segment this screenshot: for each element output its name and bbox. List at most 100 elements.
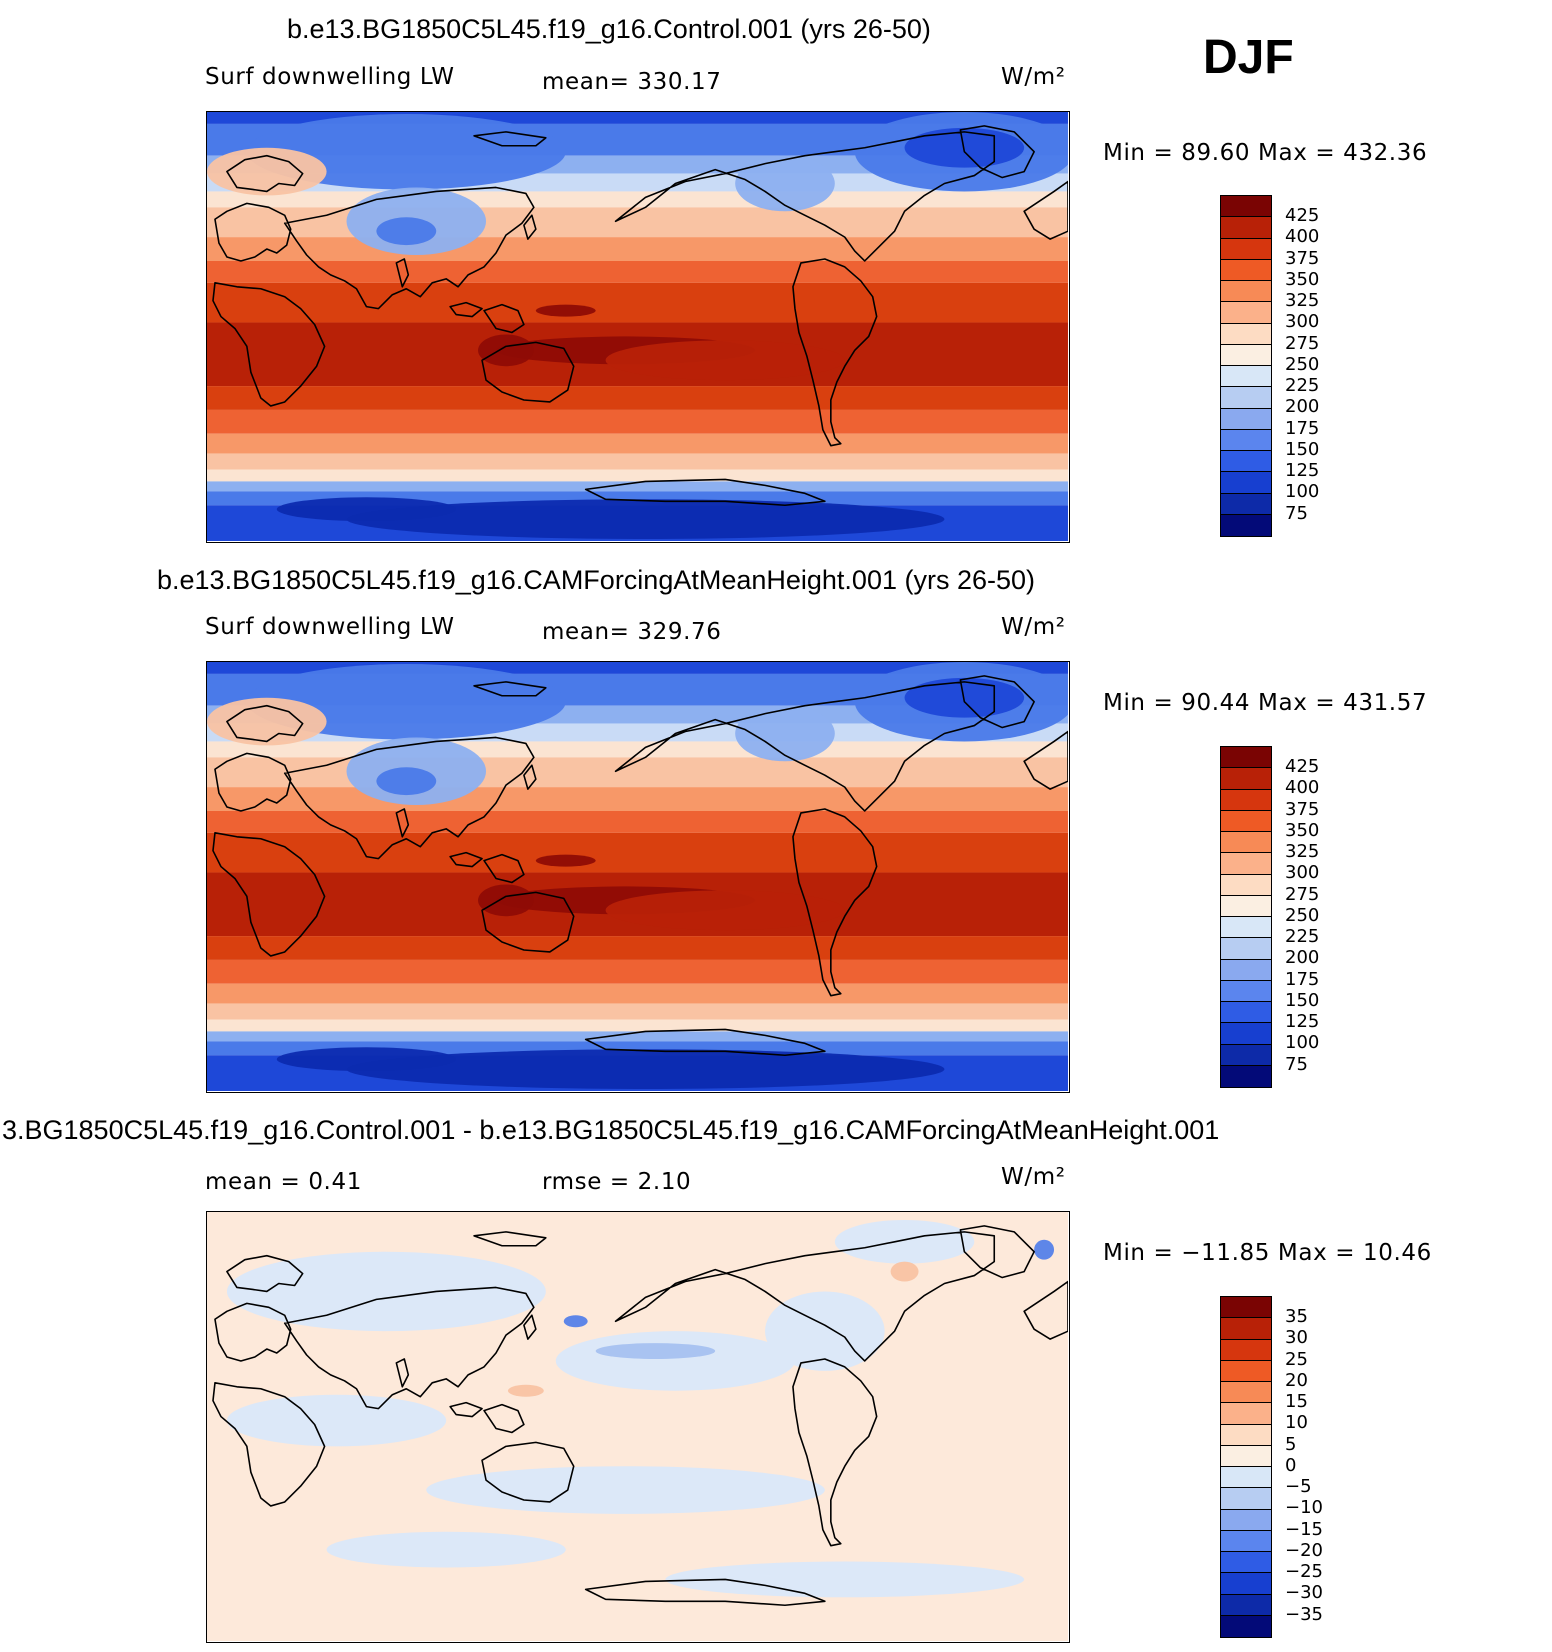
colorbar-tick-label: 375 (1285, 247, 1320, 269)
contour-band (207, 936, 1068, 960)
contour-band (207, 112, 1068, 124)
contour-region (276, 497, 457, 522)
colorbar-swatch (1221, 874, 1271, 896)
colorbar-tick-label: 275 (1285, 883, 1320, 905)
contour-region (605, 890, 845, 931)
colorbar-swatch (1221, 196, 1271, 218)
units-label: W/m² (1001, 614, 1066, 640)
colorbar-tick-label: 350 (1285, 268, 1320, 290)
colorbar-swatch (1221, 472, 1271, 494)
colorbar-tick-label: 300 (1285, 311, 1320, 333)
contour-region (376, 217, 437, 246)
colorbar-tick-label: 100 (1285, 481, 1320, 503)
colorbar-swatch (1221, 1297, 1271, 1319)
diff-mean-label: mean = 0.41 (205, 1169, 362, 1195)
contour-band (207, 469, 1068, 482)
colorbar-swatch (1221, 1044, 1271, 1066)
contour-band (207, 832, 1068, 873)
colorbar-swatch (1221, 344, 1271, 366)
colorbar-swatch (1221, 980, 1271, 1002)
variable-label: Surf downwelling LW (205, 614, 455, 640)
colorbar-swatch (1221, 895, 1271, 917)
colorbar-swatch (1221, 217, 1271, 239)
colorbar-swatch (1221, 1445, 1271, 1467)
colorbar-tick-label: −15 (1285, 1518, 1323, 1540)
colorbar-tick-label: 325 (1285, 290, 1320, 311)
colorbar-tick-label: 35 (1285, 1306, 1308, 1327)
colorbar-tick-label: 15 (1285, 1391, 1308, 1412)
colorbar (1220, 1296, 1272, 1638)
contour-region (605, 340, 845, 381)
contour-band (207, 282, 1068, 323)
colorbar (1220, 746, 1272, 1088)
colorbar-tick-label: −30 (1285, 1582, 1323, 1604)
colorbar-tick-label: 175 (1285, 968, 1320, 990)
colorbar-tick-label: 175 (1285, 417, 1320, 439)
colorbar-tick-label: 225 (1285, 375, 1320, 396)
contour-band (207, 810, 1068, 833)
colorbar-tick-label: 25 (1285, 1348, 1308, 1370)
colorbar-swatch (1221, 1530, 1271, 1552)
colorbar-swatch (1221, 514, 1271, 536)
colorbar-tick-label: 250 (1285, 904, 1320, 926)
colorbar-swatch (1221, 366, 1271, 388)
contour-region (1034, 1239, 1055, 1260)
contour-map (207, 1212, 1068, 1641)
colorbar-tick-label: −20 (1285, 1539, 1323, 1561)
contour-region (890, 1261, 919, 1282)
colorbar-swatch (1221, 1360, 1271, 1382)
colorbar-tick-label: 150 (1285, 989, 1320, 1011)
minmax-label: Min = 89.60 Max = 432.36 (1103, 140, 1428, 166)
colorbar-tick-label: 425 (1285, 205, 1320, 226)
colorbar-swatch (1221, 959, 1271, 981)
colorbar-swatch (1221, 1573, 1271, 1595)
colorbar-tick-label: 75 (1285, 502, 1308, 524)
contour-region (276, 1047, 457, 1072)
contour-band (207, 386, 1068, 410)
contour-region (834, 1219, 975, 1264)
colorbar-tick-label: 10 (1285, 1412, 1308, 1434)
contour-region (507, 1384, 544, 1397)
colorbar-tick-label: 30 (1285, 1327, 1308, 1349)
colorbar-swatch (1221, 853, 1271, 875)
colorbar-tick-label: 400 (1285, 226, 1320, 248)
colorbar-tick-label: 200 (1285, 396, 1320, 418)
colorbar-tick-label: −25 (1285, 1561, 1323, 1582)
contour-map (207, 662, 1068, 1091)
colorbar-tick-label: 400 (1285, 777, 1320, 799)
colorbar-swatch (1221, 451, 1271, 473)
colorbar-tick-label: 150 (1285, 438, 1320, 460)
colorbar-tick-label: 75 (1285, 1053, 1308, 1075)
colorbar-swatch (1221, 1318, 1271, 1340)
contour-region (426, 1466, 825, 1514)
contour-region (246, 663, 566, 740)
colorbar-swatch (1221, 281, 1271, 303)
contour-band (207, 959, 1068, 984)
colorbar-swatch (1221, 1023, 1271, 1045)
colorbar-swatch (1221, 1065, 1271, 1087)
contour-region (326, 1531, 566, 1568)
contour-band (207, 453, 1068, 470)
colorbar-swatch (1221, 1615, 1271, 1637)
contour-region (535, 304, 596, 317)
colorbar-swatch (1221, 1002, 1271, 1024)
colorbar (1220, 195, 1272, 537)
season-label: DJF (1203, 31, 1294, 84)
contour-region (563, 1315, 588, 1328)
colorbar-swatch (1221, 1403, 1271, 1425)
contour-region (535, 854, 596, 867)
colorbar-tick-label: 0 (1285, 1454, 1297, 1476)
colorbar-swatch (1221, 1488, 1271, 1510)
minmax-label: Min = −11.85 Max = 10.46 (1103, 1240, 1432, 1266)
colorbar-tick-label: 125 (1285, 460, 1320, 481)
contour-region (478, 334, 534, 367)
contour-region (376, 767, 437, 796)
colorbar-swatch (1221, 768, 1271, 790)
map-plot (206, 661, 1070, 1093)
contour-region (595, 1343, 716, 1359)
colorbar-tick-label: 350 (1285, 819, 1320, 841)
contour-band (207, 191, 1068, 208)
panel-title: b.e13.BG1850C5L45.f19_g16.Control.001 (y… (287, 14, 931, 44)
contour-region (665, 1561, 1025, 1598)
contour-region (207, 147, 327, 196)
